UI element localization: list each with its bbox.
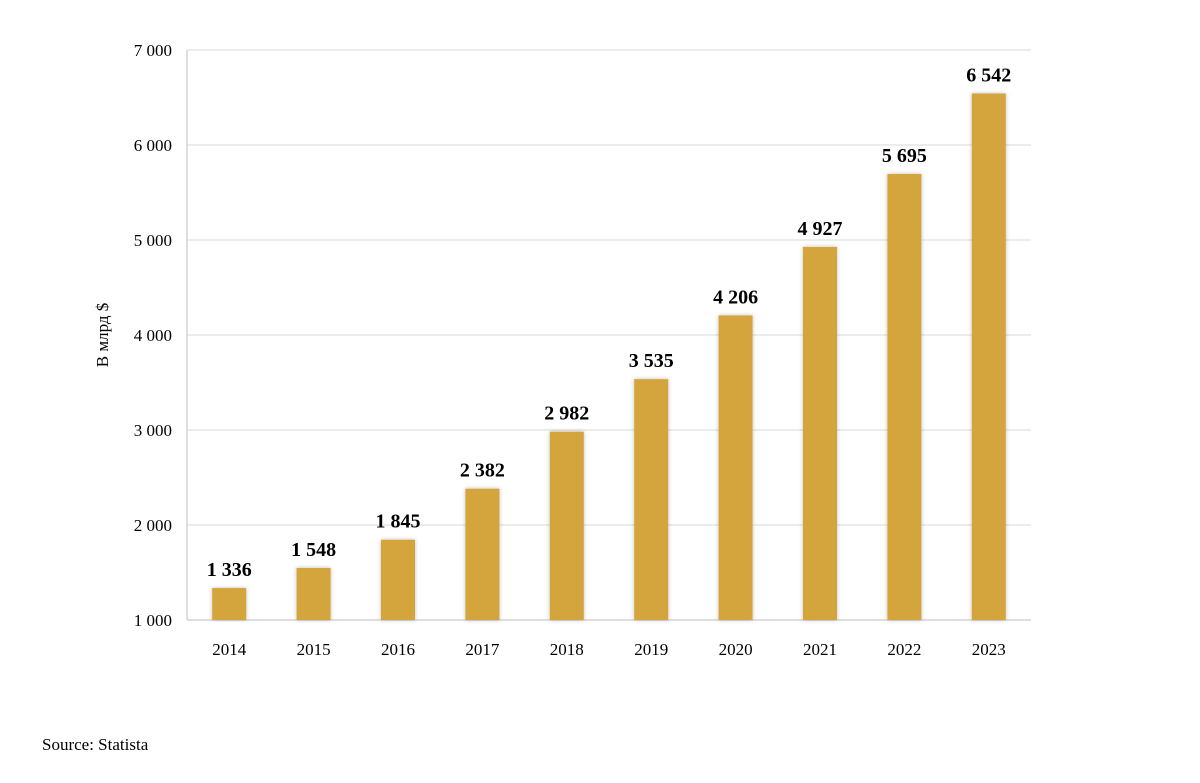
y-tick-label: 6 000 (134, 136, 172, 155)
bar (971, 93, 1006, 620)
bar (465, 488, 500, 620)
bar (381, 539, 415, 620)
data-label: 2 382 (460, 460, 505, 482)
bars (212, 93, 1006, 620)
y-tick-label: 7 000 (134, 41, 172, 60)
x-tick-label: 2017 (465, 640, 500, 659)
x-tick-label: 2023 (972, 640, 1006, 659)
data-label: 4 206 (713, 286, 758, 308)
x-tick-label: 2020 (719, 640, 753, 659)
data-label: 1 548 (291, 539, 336, 561)
y-tick-label: 1 000 (134, 611, 172, 630)
bar (296, 567, 331, 620)
gridlines (186, 49, 1031, 621)
data-label: 1 336 (207, 559, 252, 581)
data-label: 1 845 (376, 511, 421, 533)
x-tick-label: 2018 (550, 640, 584, 659)
bar (803, 246, 837, 620)
data-label: 5 695 (882, 145, 927, 167)
data-label: 2 982 (544, 403, 589, 425)
x-tick-label: 2014 (212, 640, 247, 659)
source-note: Source: Statista (42, 735, 149, 754)
data-labels: 1 336 1 548 1 845 2 382 2 982 3 535 4 206 4 927… (207, 65, 1012, 582)
data-label: 4 927 (798, 218, 843, 240)
y-tick-label: 4 000 (134, 326, 172, 345)
bar (549, 431, 584, 620)
y-tick-label: 5 000 (134, 231, 172, 250)
bar (718, 315, 753, 620)
y-axis-title: В млрд $ (93, 303, 112, 368)
y-tick-label: 3 000 (134, 421, 172, 440)
y-tick-label: 2 000 (134, 516, 172, 535)
data-label: 3 535 (629, 350, 674, 372)
x-tick-label: 2021 (803, 640, 837, 659)
x-axis-ticks: 2014 2015 2016 2017 2018 2019 2020 2021 2022 2023 (212, 640, 1006, 659)
x-tick-label: 2016 (381, 640, 415, 659)
x-tick-label: 2019 (634, 640, 668, 659)
bar (887, 173, 922, 620)
x-tick-label: 2015 (297, 640, 331, 659)
bar (212, 588, 247, 620)
bar (634, 379, 669, 620)
data-label: 6 542 (966, 65, 1011, 87)
y-axis-ticks: 1 000 2 000 3 000 4 000 5 000 6 000 7 000 (134, 41, 172, 630)
x-tick-label: 2022 (887, 640, 921, 659)
